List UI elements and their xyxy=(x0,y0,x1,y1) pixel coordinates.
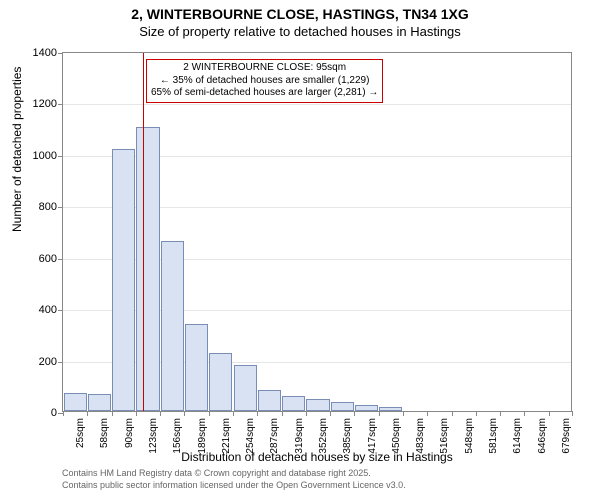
annotation-line: 2 WINTERBOURNE CLOSE: 95sqm xyxy=(151,62,378,75)
chart-title-1: 2, WINTERBOURNE CLOSE, HASTINGS, TN34 1X… xyxy=(0,6,600,22)
y-tick-label: 1000 xyxy=(17,150,57,162)
annotation-line: ← 35% of detached houses are smaller (1,… xyxy=(151,75,378,88)
histogram-bar xyxy=(209,353,232,411)
histogram-bar xyxy=(185,324,208,411)
chart-area: 020040060080010001200140025sqm58sqm90sqm… xyxy=(62,52,572,412)
histogram-bar xyxy=(161,241,184,411)
chart-title-2: Size of property relative to detached ho… xyxy=(0,24,600,39)
histogram-bar xyxy=(234,365,257,411)
histogram-bar xyxy=(88,394,111,411)
y-tick-label: 1200 xyxy=(17,98,57,110)
histogram-bar xyxy=(282,396,305,411)
y-tick-label: 600 xyxy=(17,253,57,265)
footnote: Contains HM Land Registry data © Crown c… xyxy=(62,468,406,491)
histogram-bar xyxy=(379,407,402,411)
x-axis-label: Distribution of detached houses by size … xyxy=(62,450,572,464)
y-tick-label: 0 xyxy=(17,407,57,419)
reference-line xyxy=(143,53,144,411)
y-tick-label: 1400 xyxy=(17,47,57,59)
annotation-line: 65% of semi-detached houses are larger (… xyxy=(151,87,378,100)
histogram-bar xyxy=(355,405,378,411)
histogram-bar xyxy=(64,393,87,411)
histogram-bar xyxy=(258,390,281,411)
y-tick-label: 800 xyxy=(17,201,57,213)
y-tick-label: 200 xyxy=(17,356,57,368)
histogram-bar xyxy=(306,399,329,411)
y-tick-label: 400 xyxy=(17,304,57,316)
footnote-line-1: Contains HM Land Registry data © Crown c… xyxy=(62,468,406,480)
histogram-bar xyxy=(331,402,354,411)
footnote-line-2: Contains public sector information licen… xyxy=(62,480,406,492)
histogram-bar xyxy=(112,149,135,411)
annotation-box: 2 WINTERBOURNE CLOSE: 95sqm← 35% of deta… xyxy=(146,59,383,103)
histogram-bar xyxy=(136,127,159,411)
plot-area: 020040060080010001200140025sqm58sqm90sqm… xyxy=(62,52,572,412)
